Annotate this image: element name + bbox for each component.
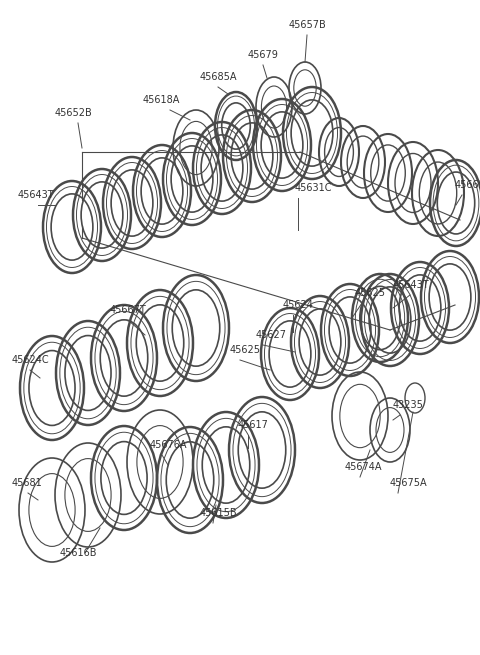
Text: 45676A: 45676A [150, 440, 188, 450]
Text: 45618A: 45618A [142, 95, 180, 105]
Text: 45674A: 45674A [345, 462, 383, 472]
Text: 45679: 45679 [248, 50, 278, 60]
Text: 45652B: 45652B [55, 108, 93, 118]
Text: 45616B: 45616B [60, 548, 97, 558]
Text: 45631C: 45631C [295, 183, 333, 193]
Text: 43235: 43235 [393, 400, 424, 410]
Text: 45624: 45624 [283, 300, 314, 310]
Text: 45657B: 45657B [288, 20, 326, 30]
Text: 45625: 45625 [355, 288, 386, 298]
Text: 45675A: 45675A [390, 478, 428, 488]
Text: 45617: 45617 [238, 420, 269, 430]
Text: 45665: 45665 [455, 180, 480, 190]
Text: 45685A: 45685A [199, 72, 237, 82]
Text: 45625: 45625 [230, 345, 261, 355]
Text: 45667T: 45667T [110, 305, 147, 315]
Text: 45615B: 45615B [200, 508, 238, 518]
Text: 45643T: 45643T [393, 280, 430, 290]
Text: 45681: 45681 [12, 478, 43, 488]
Text: 45627: 45627 [256, 330, 287, 340]
Text: 45643T: 45643T [18, 190, 55, 200]
Text: 45624C: 45624C [12, 355, 49, 365]
